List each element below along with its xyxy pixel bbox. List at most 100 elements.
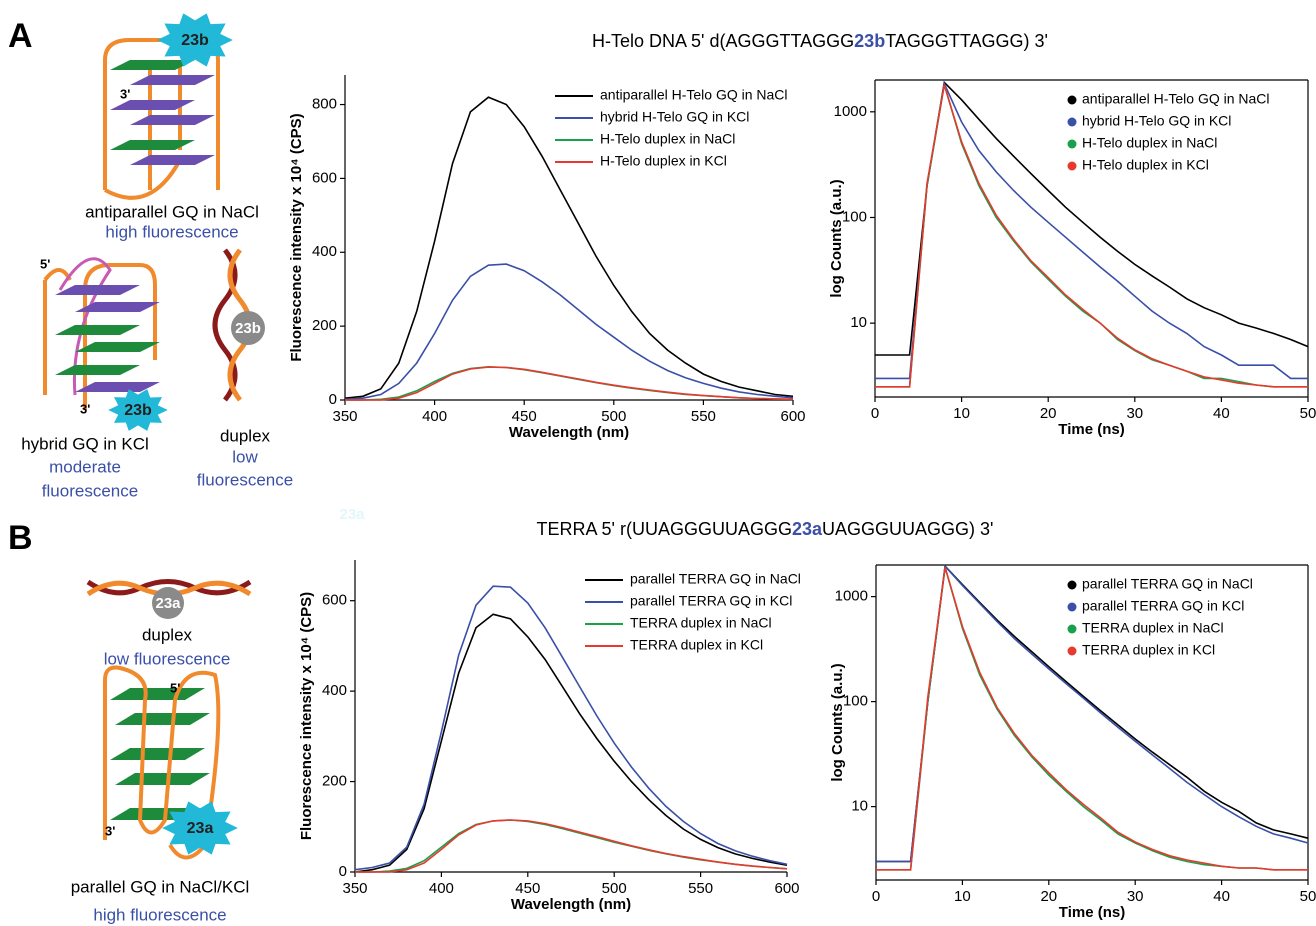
- plane: [130, 115, 215, 125]
- dye-label: 23a: [187, 820, 214, 837]
- plane: [75, 342, 160, 352]
- strand-end: 3': [105, 823, 115, 838]
- legend-label: parallel TERRA GQ in KCl: [630, 593, 792, 609]
- y-axis-label: log Counts (a.u.): [828, 179, 845, 297]
- y-tick-label: 600: [322, 592, 347, 609]
- diagram-label: duplex: [220, 426, 271, 445]
- dye-star: [157, 13, 233, 67]
- strand: [43, 263, 157, 410]
- dye-label: 23b: [124, 402, 152, 419]
- x-tick-label: 0: [872, 888, 880, 905]
- series-line: [875, 80, 1309, 356]
- panel-title: H-Telo DNA 5' d(AGGGTTAGGG23bTAGGGTTAGGG…: [592, 31, 1048, 51]
- dye-label: 23b: [181, 32, 209, 49]
- series-line: [875, 80, 1308, 380]
- x-tick-label: 350: [342, 880, 367, 897]
- x-tick-label: 30: [1126, 405, 1143, 422]
- x-axis-label: Time (ns): [1058, 421, 1124, 438]
- legend-label: TERRA duplex in KCl: [1082, 642, 1215, 658]
- helix: [212, 248, 238, 402]
- x-tick-label: 400: [422, 408, 447, 425]
- x-tick-label: 20: [1040, 405, 1057, 422]
- x-tick-label: 600: [774, 880, 799, 897]
- strand-end: 5': [40, 256, 50, 271]
- legend-label: antiparallel H-Telo GQ in NaCl: [1082, 91, 1270, 107]
- chart: 350 400 450 500 550 600 0 200 400 600 800 Wavelengt…: [288, 75, 806, 441]
- plane: [110, 60, 195, 70]
- y-tick-label: 600: [312, 169, 337, 186]
- diagram-label: hybrid GQ in KCl: [21, 434, 149, 453]
- x-tick-label: 550: [691, 408, 716, 425]
- x-tick-label: 400: [429, 880, 454, 897]
- diagram-label: parallel GQ in NaCl/KCl: [71, 877, 250, 896]
- diagram-label: moderate: [49, 457, 121, 476]
- dye: [152, 587, 184, 619]
- y-tick-label: 100: [842, 208, 867, 225]
- title-part: TERRA 5' r(UUAGGGUUAGGG: [537, 519, 792, 539]
- x-tick-label: 0: [871, 405, 879, 422]
- plane: [55, 325, 140, 335]
- x-tick-label: 30: [1127, 888, 1144, 905]
- chart: 0 10 20 30 40 50 10 100 1000 Time (ns) log Counts …: [828, 79, 1316, 438]
- y-tick-label: 1000: [834, 103, 867, 120]
- title-part: 23a: [792, 519, 823, 539]
- diagram-label: fluorescence: [197, 470, 293, 489]
- y-tick-label: 0: [339, 863, 347, 880]
- title-part: UAGGGUUAGGG) 3': [822, 519, 993, 539]
- series-line: [344, 96, 794, 399]
- strand-end: 5': [170, 680, 180, 695]
- x-tick-label: 450: [515, 880, 540, 897]
- legend-label: H-Telo duplex in KCl: [1082, 157, 1209, 173]
- plane: [75, 302, 160, 312]
- x-tick-label: 40: [1213, 888, 1230, 905]
- plane: [110, 140, 195, 150]
- legend-swatch: [1067, 624, 1077, 634]
- legend-swatch: [1067, 646, 1077, 656]
- quartets: [55, 285, 160, 392]
- plane: [75, 382, 160, 392]
- loop: [58, 257, 112, 396]
- dye-label: 23a: [155, 595, 181, 612]
- legend-swatch: [1067, 139, 1077, 149]
- legend-label: parallel TERRA GQ in KCl: [1082, 598, 1244, 614]
- legend-swatch: [1067, 580, 1077, 590]
- plane: [55, 285, 140, 295]
- panel-letter: A: [8, 17, 33, 55]
- plane: [110, 100, 195, 110]
- x-tick-label: 450: [512, 408, 537, 425]
- plane: [110, 688, 205, 700]
- legend-label: TERRA duplex in NaCl: [1082, 620, 1224, 636]
- y-tick-label: 200: [322, 773, 347, 790]
- dye-star: [162, 801, 238, 855]
- x-tick-label: 20: [1040, 888, 1057, 905]
- diagram-label: low: [232, 447, 258, 466]
- title-part: 23b: [854, 31, 885, 51]
- legend-swatch: [1067, 602, 1077, 612]
- legend-label: parallel TERRA GQ in NaCl: [630, 571, 801, 587]
- x-tick-label: 50: [1300, 405, 1316, 422]
- legend-label: antiparallel H-Telo GQ in NaCl: [600, 87, 788, 103]
- x-axis-label: Wavelength (nm): [511, 896, 631, 913]
- series-line: [345, 366, 794, 401]
- legend-label: H-Telo duplex in NaCl: [600, 131, 735, 147]
- chart: 350 400 450 500 550 600 0 200 400 600 Wavelength (…: [298, 560, 801, 913]
- legend-label: TERRA duplex in NaCl: [630, 615, 772, 631]
- x-tick-label: 40: [1213, 405, 1230, 422]
- diagram-labels: 3' antiparallel GQ in NaCl high fluoresc…: [21, 86, 365, 924]
- legend-label: TERRA duplex in KCl: [630, 637, 763, 653]
- x-tick-label: 500: [602, 880, 627, 897]
- plane: [115, 773, 210, 785]
- diagram-label: fluorescence: [42, 481, 138, 500]
- y-tick-label: 10: [851, 798, 868, 815]
- x-tick-label: 10: [954, 888, 971, 905]
- title-part: TAGGGTTAGGG) 3': [885, 31, 1048, 51]
- dye-star: [108, 389, 168, 431]
- x-tick-label: 600: [780, 408, 805, 425]
- x-axis-label: Time (ns): [1059, 904, 1125, 921]
- legend-swatch: [1067, 117, 1077, 127]
- loop: [104, 159, 182, 200]
- x-tick-label: 550: [688, 880, 713, 897]
- diagram-label: high fluorescence: [93, 905, 226, 924]
- plane: [110, 748, 205, 760]
